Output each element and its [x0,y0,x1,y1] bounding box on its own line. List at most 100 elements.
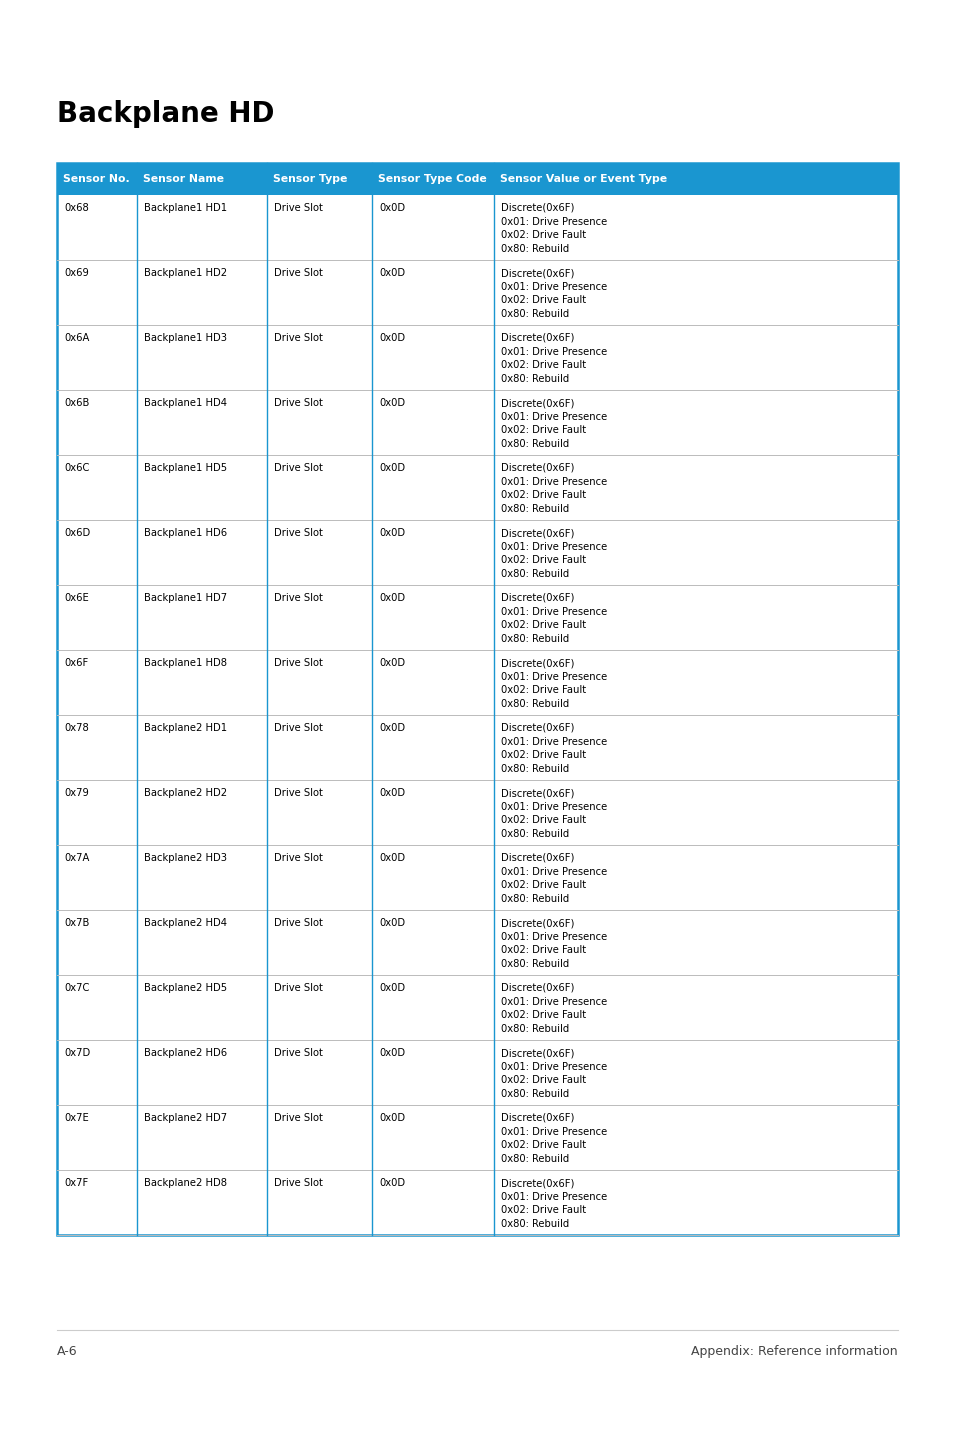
Bar [57,260,897,325]
Text: Backplane2 HD6: Backplane2 HD6 [144,1048,227,1058]
Text: Backplane2 HD1: Backplane2 HD1 [144,723,227,733]
Text: Discrete(0x6F)
0x01: Drive Presence
0x02: Drive Fault
0x80: Rebuild: Discrete(0x6F) 0x01: Drive Presence 0x02… [500,1113,607,1163]
Text: Discrete(0x6F)
0x01: Drive Presence
0x02: Drive Fault
0x80: Rebuild: Discrete(0x6F) 0x01: Drive Presence 0x02… [500,788,607,838]
Text: Discrete(0x6F)
0x01: Drive Presence
0x02: Drive Fault
0x80: Rebuild: Discrete(0x6F) 0x01: Drive Presence 0x02… [500,917,607,969]
Text: Appendix: Reference information: Appendix: Reference information [691,1345,897,1357]
Text: Drive Slot: Drive Slot [274,1113,323,1123]
Text: 0x0D: 0x0D [379,723,405,733]
Text: Backplane2 HD7: Backplane2 HD7 [144,1113,227,1123]
Bar [57,1040,897,1104]
Text: 0x0D: 0x0D [379,203,405,213]
Text: Discrete(0x6F)
0x01: Drive Presence
0x02: Drive Fault
0x80: Rebuild: Discrete(0x6F) 0x01: Drive Presence 0x02… [500,463,607,513]
Bar [57,779,897,846]
Text: 0x7D: 0x7D [64,1048,91,1058]
Text: 0x0D: 0x0D [379,788,405,798]
Bar [57,196,897,260]
Text: Drive Slot: Drive Slot [274,528,323,538]
Text: 0x7E: 0x7E [64,1113,89,1123]
Text: Drive Slot: Drive Slot [274,917,323,928]
Text: Drive Slot: Drive Slot [274,203,323,213]
Text: Drive Slot: Drive Slot [274,788,323,798]
Text: 0x0D: 0x0D [379,917,405,928]
Text: Discrete(0x6F)
0x01: Drive Presence
0x02: Drive Fault
0x80: Rebuild: Discrete(0x6F) 0x01: Drive Presence 0x02… [500,984,607,1034]
Bar [57,910,897,975]
Text: Backplane1 HD8: Backplane1 HD8 [144,659,227,669]
Text: Sensor Name: Sensor Name [143,174,224,184]
Text: Discrete(0x6F)
0x01: Drive Presence
0x02: Drive Fault
0x80: Rebuild: Discrete(0x6F) 0x01: Drive Presence 0x02… [500,853,607,905]
Bar [57,585,897,650]
Text: 0x7C: 0x7C [64,984,90,994]
Text: Discrete(0x6F)
0x01: Drive Presence
0x02: Drive Fault
0x80: Rebuild: Discrete(0x6F) 0x01: Drive Presence 0x02… [500,659,607,709]
Text: 0x6B: 0x6B [64,398,90,408]
Text: Drive Slot: Drive Slot [274,723,323,733]
Text: A-6: A-6 [57,1345,77,1357]
Text: 0x6F: 0x6F [64,659,89,669]
Text: Drive Slot: Drive Slot [274,853,323,863]
Bar [57,521,897,585]
Text: Sensor Type Code: Sensor Type Code [378,174,487,184]
Text: 0x6C: 0x6C [64,463,90,473]
Text: Drive Slot: Drive Slot [274,984,323,994]
Text: 0x6A: 0x6A [64,334,90,344]
Text: 0x78: 0x78 [64,723,89,733]
Text: 0x6D: 0x6D [64,528,91,538]
Text: Backplane2 HD5: Backplane2 HD5 [144,984,227,994]
Text: 0x0D: 0x0D [379,1178,405,1188]
Text: Backplane1 HD5: Backplane1 HD5 [144,463,227,473]
Text: Drive Slot: Drive Slot [274,398,323,408]
Text: 0x68: 0x68 [64,203,89,213]
Text: Discrete(0x6F)
0x01: Drive Presence
0x02: Drive Fault
0x80: Rebuild: Discrete(0x6F) 0x01: Drive Presence 0x02… [500,203,607,253]
Bar [57,162,897,196]
Text: Drive Slot: Drive Slot [274,659,323,669]
Bar [57,650,897,715]
Text: Discrete(0x6F)
0x01: Drive Presence
0x02: Drive Fault
0x80: Rebuild: Discrete(0x6F) 0x01: Drive Presence 0x02… [500,528,607,580]
Text: Backplane1 HD2: Backplane1 HD2 [144,267,227,278]
Text: 0x7A: 0x7A [64,853,90,863]
Bar [57,325,897,390]
Text: 0x0D: 0x0D [379,267,405,278]
Text: 0x0D: 0x0D [379,1048,405,1058]
Text: Backplane2 HD8: Backplane2 HD8 [144,1178,227,1188]
Bar [57,1104,897,1171]
Text: Backplane2 HD3: Backplane2 HD3 [144,853,227,863]
Text: Sensor Value or Event Type: Sensor Value or Event Type [499,174,667,184]
Bar [57,390,897,454]
Text: Sensor No.: Sensor No. [63,174,130,184]
Text: Backplane HD: Backplane HD [57,101,274,128]
Text: Discrete(0x6F)
0x01: Drive Presence
0x02: Drive Fault
0x80: Rebuild: Discrete(0x6F) 0x01: Drive Presence 0x02… [500,1048,607,1099]
Text: Drive Slot: Drive Slot [274,463,323,473]
Text: Discrete(0x6F)
0x01: Drive Presence
0x02: Drive Fault
0x80: Rebuild: Discrete(0x6F) 0x01: Drive Presence 0x02… [500,1178,607,1229]
Text: Discrete(0x6F)
0x01: Drive Presence
0x02: Drive Fault
0x80: Rebuild: Discrete(0x6F) 0x01: Drive Presence 0x02… [500,334,607,384]
Bar [57,162,897,1235]
Text: 0x0D: 0x0D [379,334,405,344]
Text: Backplane1 HD6: Backplane1 HD6 [144,528,227,538]
Text: Discrete(0x6F)
0x01: Drive Presence
0x02: Drive Fault
0x80: Rebuild: Discrete(0x6F) 0x01: Drive Presence 0x02… [500,723,607,774]
Text: Backplane1 HD7: Backplane1 HD7 [144,592,227,603]
Text: Discrete(0x6F)
0x01: Drive Presence
0x02: Drive Fault
0x80: Rebuild: Discrete(0x6F) 0x01: Drive Presence 0x02… [500,592,607,644]
Bar [57,1171,897,1235]
Text: 0x7B: 0x7B [64,917,90,928]
Text: 0x0D: 0x0D [379,463,405,473]
Text: Backplane2 HD4: Backplane2 HD4 [144,917,227,928]
Text: Backplane1 HD3: Backplane1 HD3 [144,334,227,344]
Text: 0x0D: 0x0D [379,1113,405,1123]
Text: 0x69: 0x69 [64,267,89,278]
Text: Drive Slot: Drive Slot [274,267,323,278]
Text: Discrete(0x6F)
0x01: Drive Presence
0x02: Drive Fault
0x80: Rebuild: Discrete(0x6F) 0x01: Drive Presence 0x02… [500,267,607,319]
Text: 0x0D: 0x0D [379,659,405,669]
Text: Backplane2 HD2: Backplane2 HD2 [144,788,227,798]
Text: Drive Slot: Drive Slot [274,1048,323,1058]
Bar [57,975,897,1040]
Text: Backplane1 HD1: Backplane1 HD1 [144,203,227,213]
Text: 0x7F: 0x7F [64,1178,89,1188]
Text: 0x0D: 0x0D [379,853,405,863]
Bar [57,846,897,910]
Text: 0x6E: 0x6E [64,592,89,603]
Bar [57,715,897,779]
Text: Sensor Type: Sensor Type [273,174,347,184]
Text: 0x0D: 0x0D [379,592,405,603]
Text: Drive Slot: Drive Slot [274,1178,323,1188]
Text: Backplane1 HD4: Backplane1 HD4 [144,398,227,408]
Text: 0x0D: 0x0D [379,528,405,538]
Text: Discrete(0x6F)
0x01: Drive Presence
0x02: Drive Fault
0x80: Rebuild: Discrete(0x6F) 0x01: Drive Presence 0x02… [500,398,607,449]
